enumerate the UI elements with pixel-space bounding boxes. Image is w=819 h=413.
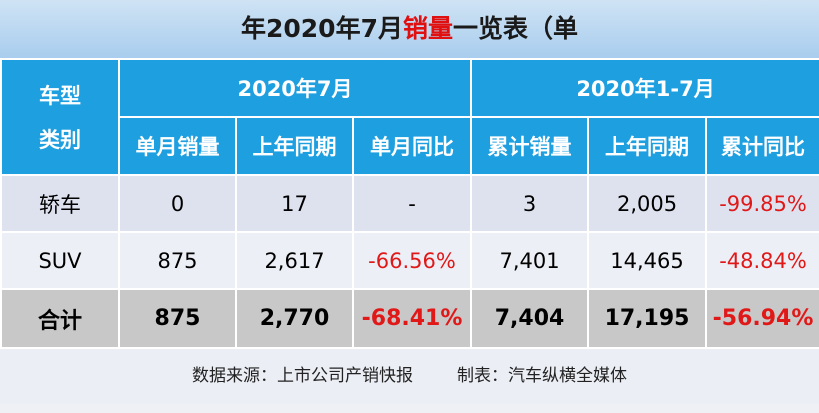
data-cell: 7,401	[470, 231, 590, 290]
data-cell: 2,770	[235, 288, 354, 349]
data-cell: -56.94%	[705, 288, 819, 349]
data-cell: 875	[118, 288, 237, 349]
data-cell: 2,617	[235, 231, 354, 290]
corner-text: 类别	[39, 128, 81, 152]
column-header: 上年同期	[235, 116, 354, 176]
data-cell: 17	[235, 174, 354, 233]
data-row: 轿车 0 17-3 2,005 -99.85%	[0, 174, 819, 233]
data-cell: 7,404	[470, 288, 590, 349]
row-label: 合计	[0, 288, 120, 349]
column-header: 单月同比	[351, 116, 473, 176]
data-cell: -66.56%	[351, 231, 473, 290]
data-cell: 17,195	[587, 288, 708, 349]
data-cell: -68.41%	[351, 288, 473, 349]
title-part: 年2020年7月	[240, 14, 403, 43]
column-header: 累计销量	[470, 116, 590, 176]
data-cell: 3	[470, 174, 590, 233]
header-row: 车型类别 2020年7月 2020年1-7月	[0, 58, 819, 176]
column-header: 上年同期	[587, 116, 708, 176]
footer-text: 制表：汽车纵横全媒体	[457, 366, 627, 386]
title-part: 销量	[402, 14, 453, 43]
row-label: SUV	[0, 231, 120, 290]
corner-text: 车型	[39, 84, 81, 108]
data-row: SUV 875 2,617 -66.56% 7,401 14,465 -48.84%	[0, 231, 819, 290]
data-cell: 0	[118, 174, 237, 233]
sales-table: 车型 类别 2020年7月 2020年1-7月 单月销量 上年同期 单月同比 累计销量上…	[0, 58, 819, 349]
group-header: 2020年7月	[117, 58, 473, 118]
data-cell: -48.84%	[705, 231, 819, 290]
data-cell: -	[351, 174, 473, 233]
header-row: 单月销量 上年同期 单月同比 累计销量 上年同期 累计同比	[1, 116, 819, 176]
group-header: 2020年1-7月	[470, 58, 819, 118]
data-cell: 14,465	[587, 231, 708, 290]
data-cell: -99.85%	[705, 174, 819, 233]
title-part: 一览表（单	[452, 14, 578, 43]
footer: 数据来源：上市公司产销快报 制表：汽车纵横全媒体	[0, 349, 819, 403]
column-header: 累计同比	[705, 116, 819, 176]
data-row: 合计 875 2,770 -68.41% 7,404 17,195 -56.94%	[0, 288, 819, 349]
title-bar: 年2020年7月销量一览表（单	[0, 0, 819, 58]
column-header: 单月销量	[118, 116, 237, 176]
corner-cell: 车型 类别	[0, 58, 120, 176]
data-cell: 2,005	[587, 174, 708, 233]
data-cell: 875	[118, 231, 237, 290]
row-label: 轿车	[0, 174, 120, 233]
footer-text: 数据来源：上市公司产销快报	[192, 366, 413, 386]
